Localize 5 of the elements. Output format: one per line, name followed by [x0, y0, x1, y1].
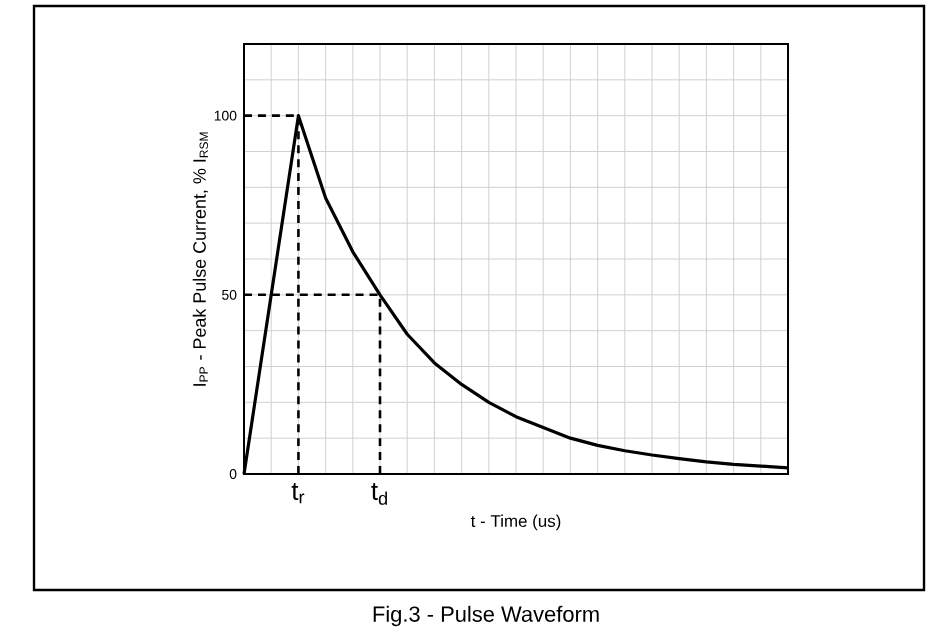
y-axis-title: I$_{PP}$ - Peak Pulse Current, % I$_{RSM}$	[192, 132, 208, 386]
x-tick-label: t$_{d}$	[371, 483, 387, 505]
text: Fig.3 - Pulse Waveform	[373, 605, 599, 627]
x-tick-label: t$_{r}$	[291, 483, 305, 504]
x-axis-title: t - Time (us)	[470, 514, 561, 531]
